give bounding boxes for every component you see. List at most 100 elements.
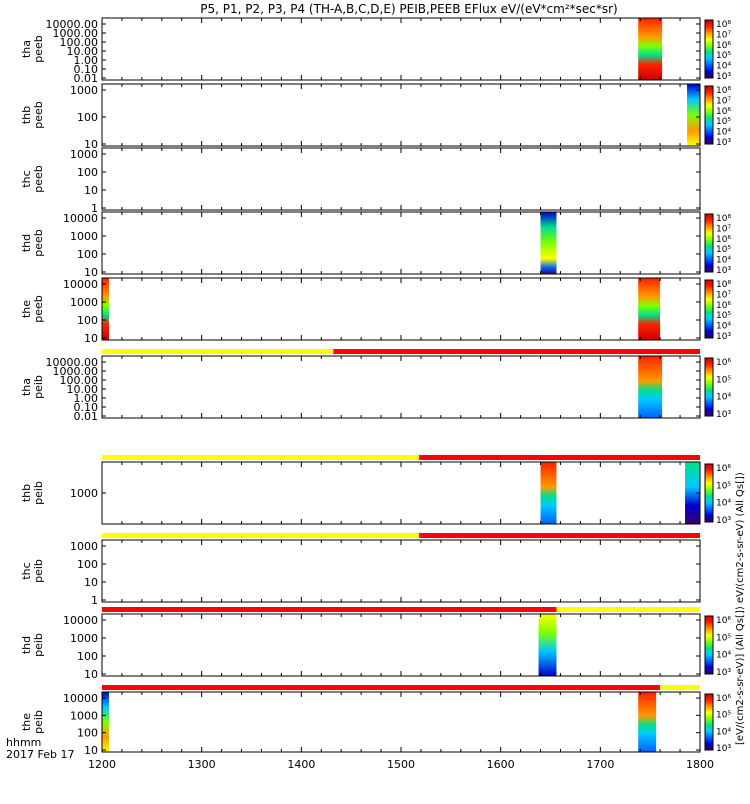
spectrogram-block: [685, 462, 700, 524]
spectrogram-block: [102, 278, 109, 340]
panel-thd-peib: 10000 1000 100 10 thdpeib 10⁶ 10⁵ 10⁴ 10³: [20, 607, 731, 681]
y-tick-label: 10000: [63, 278, 98, 291]
colorbar: [704, 357, 714, 417]
time-format-label: hhmm: [6, 736, 41, 749]
mode-bar-left: [102, 349, 334, 354]
y-tick-label: 100: [77, 314, 98, 327]
colorbar-tick-label: 10⁶: [716, 41, 731, 51]
x-tick-label: 1600: [487, 758, 515, 771]
y-tick-label: 1: [91, 202, 98, 215]
y-tick-label: 1000.00: [53, 365, 99, 378]
mode-bar-right: [418, 455, 700, 460]
colorbar-tick-label: 10³: [716, 138, 731, 148]
y-tick-label: 100: [77, 248, 98, 261]
colorbar-tick-label: 10³: [716, 516, 731, 526]
colorbar-tick-label: 10³: [716, 72, 731, 82]
colorbar-tick-label: 10⁷: [716, 96, 731, 106]
colorbar-tick-label: 10⁷: [716, 224, 731, 234]
y-tick-label: 10000.00: [46, 356, 99, 369]
x-tick-label: 1200: [88, 758, 116, 771]
colorbar-tick-label: 10⁶: [716, 616, 731, 626]
panel-frame: [101, 277, 701, 341]
y-tick-label: 1000: [70, 487, 98, 500]
y-tick-label: 1000: [70, 84, 98, 97]
spectrogram-block: [638, 692, 657, 752]
mode-bar-right: [556, 607, 700, 612]
colorbar: [704, 693, 714, 751]
x-tick-label: 1500: [387, 758, 415, 771]
y-tick-label: 100.00: [60, 374, 99, 387]
y-tick-label: 1000.00: [53, 27, 99, 40]
colorbar-tick-label: 10⁸: [716, 214, 731, 224]
panel-label: thdpeib: [20, 633, 45, 657]
colorbar-tick-label: 10³: [716, 410, 731, 420]
y-tick-label: 100: [77, 111, 98, 124]
y-tick-label: 10.00: [67, 45, 99, 58]
panel-frame: [101, 355, 701, 419]
colorbar-tick-label: 10⁵: [716, 117, 731, 127]
colorbar-tick-label: 10⁶: [716, 301, 731, 311]
colorbar: [704, 279, 714, 339]
colorbar-tick-label: 10⁵: [716, 51, 731, 61]
date-label: 2017 Feb 17: [6, 748, 74, 761]
mode-bar-right: [418, 533, 700, 538]
spectrogram-block: [538, 614, 557, 676]
y-tick-label: 10000: [63, 614, 98, 627]
colorbar: [704, 615, 714, 675]
y-tick-label: 10: [84, 266, 98, 279]
y-tick-label: 10: [84, 138, 98, 151]
spectrogram-block: [638, 18, 663, 80]
colorbar-tick-label: 10³: [716, 668, 731, 678]
spectrogram-block: [540, 462, 557, 524]
spectrogram-block: [638, 356, 663, 418]
y-tick-label: 1000: [70, 148, 98, 161]
colorbar-tick-label: 10⁸: [716, 280, 731, 290]
colorbar-tick-label: 10⁴: [716, 499, 731, 509]
y-tick-label: 10000: [63, 212, 98, 225]
y-tick-label: 10: [84, 332, 98, 345]
y-tick-label: 100: [77, 166, 98, 179]
colorbar-tick-label: 10⁴: [716, 727, 731, 737]
colorbar: [704, 85, 714, 145]
mode-bar-right: [660, 685, 700, 690]
panel-label: thbpeib: [20, 481, 45, 505]
x-tick-label: 1800: [686, 758, 714, 771]
mode-bar-left: [102, 533, 419, 538]
y-tick-label: 0.01: [74, 72, 99, 85]
panel-the-peib: 10000 1000 100 10 thepeib 10⁶ 10⁵ 10⁴ 10³: [20, 685, 731, 757]
panel-frame: [101, 17, 701, 81]
spectrogram-block: [687, 84, 700, 146]
y-tick-label: 1000: [70, 230, 98, 243]
x-tick-label: 1400: [287, 758, 315, 771]
time-axis: 1200 1300 1400 1500 1600 1700 1800: [88, 758, 714, 771]
y-tick-label: 10: [84, 668, 98, 681]
colorbar-tick-label: 10⁴: [716, 651, 731, 661]
panel-frame: [101, 211, 701, 275]
colorbar-tick-label: 10⁴: [716, 62, 731, 72]
panel-label: thepeib: [20, 710, 45, 734]
panel-label: thapeeb: [20, 35, 45, 63]
colorbar-tick-label: 10⁸: [716, 20, 731, 30]
colorbar-tick-label: 10⁴: [716, 393, 731, 403]
panel-frame: [101, 83, 701, 147]
colorbar-tick-label: 10⁶: [716, 464, 731, 474]
y-tick-label: 10: [84, 184, 98, 197]
panel-frame: [101, 461, 701, 525]
panel-label: thcpeeb: [20, 165, 45, 193]
colorbar: [704, 463, 714, 523]
y-tick-label: 100: [77, 558, 98, 571]
colorbar-tick-label: 10⁸: [716, 86, 731, 96]
mode-bar-left: [102, 455, 419, 460]
panel-label: thdpeeb: [20, 229, 45, 257]
colorbar-tick-label: 10⁶: [716, 358, 731, 368]
y-tick-label: 0.01: [74, 410, 99, 423]
colorbar-tick-label: 10⁶: [716, 235, 731, 245]
mode-bar-left: [102, 607, 557, 612]
colorbar-unit-label: [eV/(cm2-s-sr-eV)] (All Qs[]) eV/(cm2-s-…: [735, 472, 746, 745]
y-tick-label: 100: [77, 727, 98, 740]
y-tick-label: 10: [84, 744, 98, 757]
